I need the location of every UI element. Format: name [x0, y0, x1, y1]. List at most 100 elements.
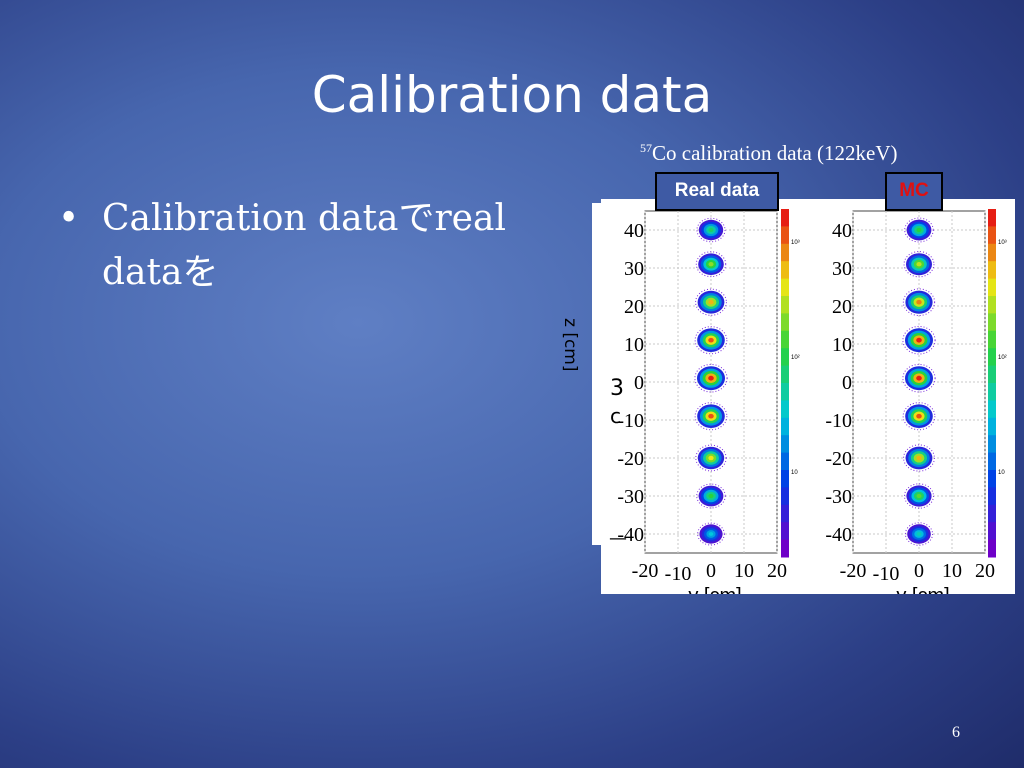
colorbar-segment	[781, 539, 789, 558]
colorbar-segment	[988, 365, 996, 384]
fragment-c: c	[610, 404, 621, 428]
colorbar-tick-label: 10³	[791, 240, 800, 246]
cluster-3-layer	[708, 337, 714, 343]
caption-text: Co calibration data (122keV)	[652, 141, 898, 165]
cluster-4-halo	[902, 363, 936, 393]
figure-caption: 57Co calibration data (122keV)	[640, 141, 898, 166]
y-tick-label: -40	[825, 524, 852, 546]
y-tick-label: 40	[624, 220, 644, 242]
y-tick-label: -10	[617, 410, 644, 432]
cluster-0-halo	[904, 217, 934, 243]
colorbar-segment	[781, 400, 789, 419]
colorbar-segment	[781, 487, 789, 506]
colorbar-segment	[988, 313, 996, 332]
colorbar-segment	[781, 504, 789, 523]
cluster-5-halo	[902, 402, 936, 431]
y-tick-label: -30	[825, 486, 852, 508]
cluster-0-layer	[916, 227, 922, 233]
y-tick-label: -30	[617, 486, 644, 508]
cluster-7-halo	[904, 483, 934, 509]
colorbar-segment	[988, 226, 996, 245]
bullet-marker: •	[58, 198, 80, 239]
cluster-7-layer	[916, 493, 922, 499]
z-axis-title-fragment: z [cm]	[560, 318, 580, 372]
colorbar-segment	[781, 348, 789, 367]
cluster-0-layer	[708, 227, 714, 233]
cluster-4-halo	[694, 363, 728, 393]
slide-title: Calibration data	[311, 66, 713, 124]
x-tick-label: -20	[632, 560, 659, 582]
cluster-0-halo	[696, 217, 726, 243]
y-tick-label: 10	[832, 334, 852, 356]
colorbar-segment	[988, 383, 996, 401]
colorbar-segment	[781, 330, 789, 349]
colorbar-segment	[988, 243, 996, 262]
cluster-3-halo	[694, 326, 728, 355]
y-tick-label: -10	[825, 410, 852, 432]
y-tick-label: 0	[842, 372, 852, 394]
colorbar-segment	[781, 243, 789, 262]
cluster-4-layer	[916, 375, 922, 381]
cluster-8-layer	[916, 532, 922, 536]
colorbar-segment	[781, 417, 789, 436]
cluster-2-halo	[695, 288, 727, 316]
colorbar-segment	[988, 417, 996, 436]
x-axis-title: y [cm]	[688, 585, 741, 594]
colorbar-segment	[988, 435, 996, 454]
fragment-three: 3	[610, 376, 624, 401]
colorbar-segment	[781, 435, 789, 454]
y-tick-label: 20	[832, 296, 852, 318]
colorbar-segment	[781, 470, 789, 488]
y-tick-label: -40	[617, 524, 644, 546]
x-tick-label: -10	[873, 563, 900, 585]
colorbar-segment	[781, 383, 789, 401]
y-tick-label: 30	[624, 258, 644, 280]
y-tick-label: 40	[832, 220, 852, 242]
x-tick-label: 10	[734, 560, 754, 582]
colorbar-segment	[988, 504, 996, 523]
cluster-6-layer	[708, 455, 714, 461]
x-tick-label: -10	[665, 563, 692, 585]
colorbar-segment	[781, 278, 789, 297]
colorbar-segment	[988, 400, 996, 419]
cluster-3-halo	[902, 325, 936, 355]
colorbar-segment	[781, 365, 789, 384]
cluster-2-layer	[916, 299, 922, 305]
colorbar-segment	[781, 296, 789, 314]
y-tick-label: 30	[832, 258, 852, 280]
y-tick-label: -20	[617, 448, 644, 470]
colorbar-segment	[781, 313, 789, 332]
cluster-5-layer	[916, 413, 922, 419]
colorbar-segment	[988, 209, 996, 227]
colorbar-tick-label: 10²	[998, 355, 1007, 361]
colorbar-segment	[781, 261, 789, 280]
x-tick-label: 0	[914, 560, 924, 582]
colorbar-segment	[781, 209, 789, 227]
cluster-7-layer	[708, 493, 714, 499]
colorbar-segment	[988, 452, 996, 471]
y-tick-label: -20	[825, 448, 852, 470]
x-tick-label: 10	[942, 560, 962, 582]
colorbar-tick-label: 10²	[791, 355, 800, 361]
cluster-4-layer	[708, 375, 714, 381]
heatmap-figure: 10³ 10² 10 40 30 20 10 0 -10 -20 -30 -40 -20 -10 0 10 20…	[617, 209, 1007, 607]
colorbar-segment	[988, 278, 996, 297]
fragment-dash: —	[609, 528, 627, 549]
colorbar-segment	[988, 261, 996, 280]
cluster-1-layer	[708, 262, 714, 267]
cluster-8-halo	[697, 522, 725, 546]
x-tick-label: -20	[840, 560, 867, 582]
cluster-5-halo	[694, 402, 728, 431]
colorbar-segment	[781, 522, 789, 541]
colorbar-segment	[988, 539, 996, 558]
cluster-2-halo	[902, 288, 936, 317]
colorbar-tick-label: 10	[998, 470, 1005, 476]
colorbar-segment	[988, 296, 996, 314]
colorbar-tick-label: 10	[791, 470, 798, 476]
cluster-2-layer	[708, 299, 714, 305]
cluster-6-halo	[695, 444, 727, 472]
bullet-text: Calibration dataでreal dataを	[102, 198, 506, 293]
y-tick-label: 10	[624, 334, 644, 356]
colorbar-segment	[781, 452, 789, 471]
x-tick-label: 0	[706, 560, 716, 582]
